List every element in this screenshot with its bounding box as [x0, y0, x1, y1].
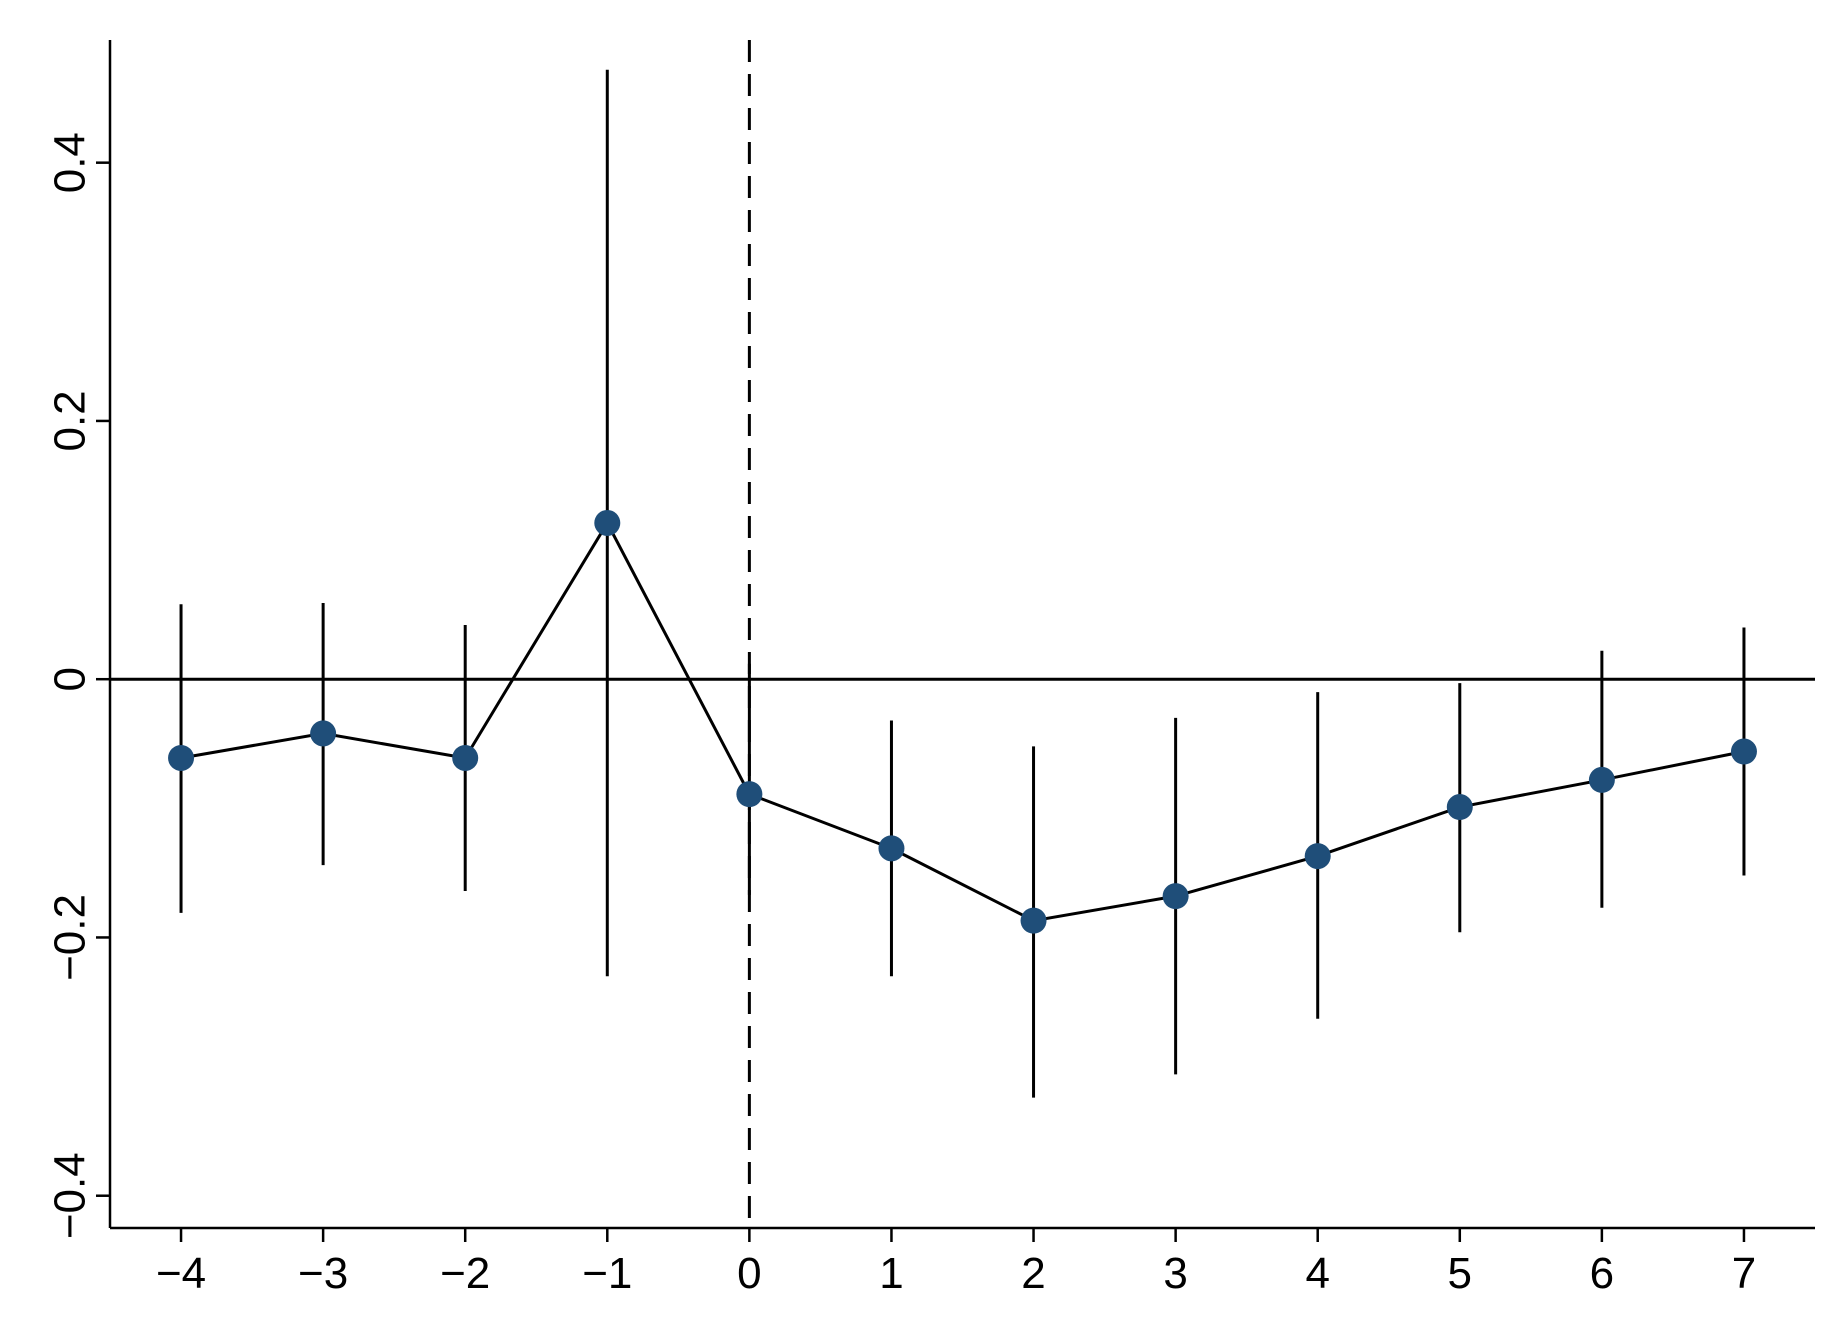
x-axis-ticks: −4 −3 −2 −1 0 1 2 3 4 5 6 7: [156, 1228, 1756, 1298]
confidence-intervals: [179, 69, 1746, 1098]
x-tick-label: 0: [737, 1249, 761, 1298]
estimate-point: [1304, 843, 1331, 870]
x-tick-label: −4: [156, 1249, 206, 1298]
y-tick-label: −0.4: [46, 1152, 95, 1239]
estimate-point: [1446, 794, 1473, 821]
x-tick-label: 6: [1590, 1249, 1614, 1298]
estimate-point: [594, 509, 621, 536]
x-tick-label: 1: [879, 1249, 903, 1298]
y-tick-label: 0.4: [46, 132, 95, 193]
reference-lines: [110, 40, 1815, 1228]
estimate-point: [736, 781, 763, 808]
axes: [108, 40, 1815, 1230]
estimate-point: [1588, 766, 1615, 793]
x-tick-label: −2: [440, 1249, 490, 1298]
estimate-point: [1162, 883, 1189, 910]
estimate-point: [310, 720, 337, 747]
estimate-point: [878, 835, 905, 862]
estimate-series-line: [180, 519, 1745, 923]
x-tick-label: −3: [298, 1249, 348, 1298]
x-tick-label: 3: [1163, 1249, 1187, 1298]
x-tick-label: −1: [582, 1249, 632, 1298]
x-tick-label: 7: [1732, 1249, 1756, 1298]
series-line-layer: [180, 519, 1745, 923]
estimate-point: [168, 744, 195, 771]
x-tick-label: 5: [1448, 1249, 1472, 1298]
y-tick-label: −0.2: [46, 894, 95, 981]
y-axis-ticks: −0.4 −0.2 0 0.2 0.4: [46, 132, 110, 1239]
y-tick-label: 0.2: [46, 390, 95, 451]
estimate-point: [452, 744, 479, 771]
estimate-point: [1730, 738, 1757, 765]
x-tick-label: 2: [1021, 1249, 1045, 1298]
data-points: [168, 509, 1757, 934]
y-tick-label: 0: [46, 667, 95, 691]
x-tick-label: 4: [1305, 1249, 1329, 1298]
estimate-point: [1020, 907, 1047, 934]
